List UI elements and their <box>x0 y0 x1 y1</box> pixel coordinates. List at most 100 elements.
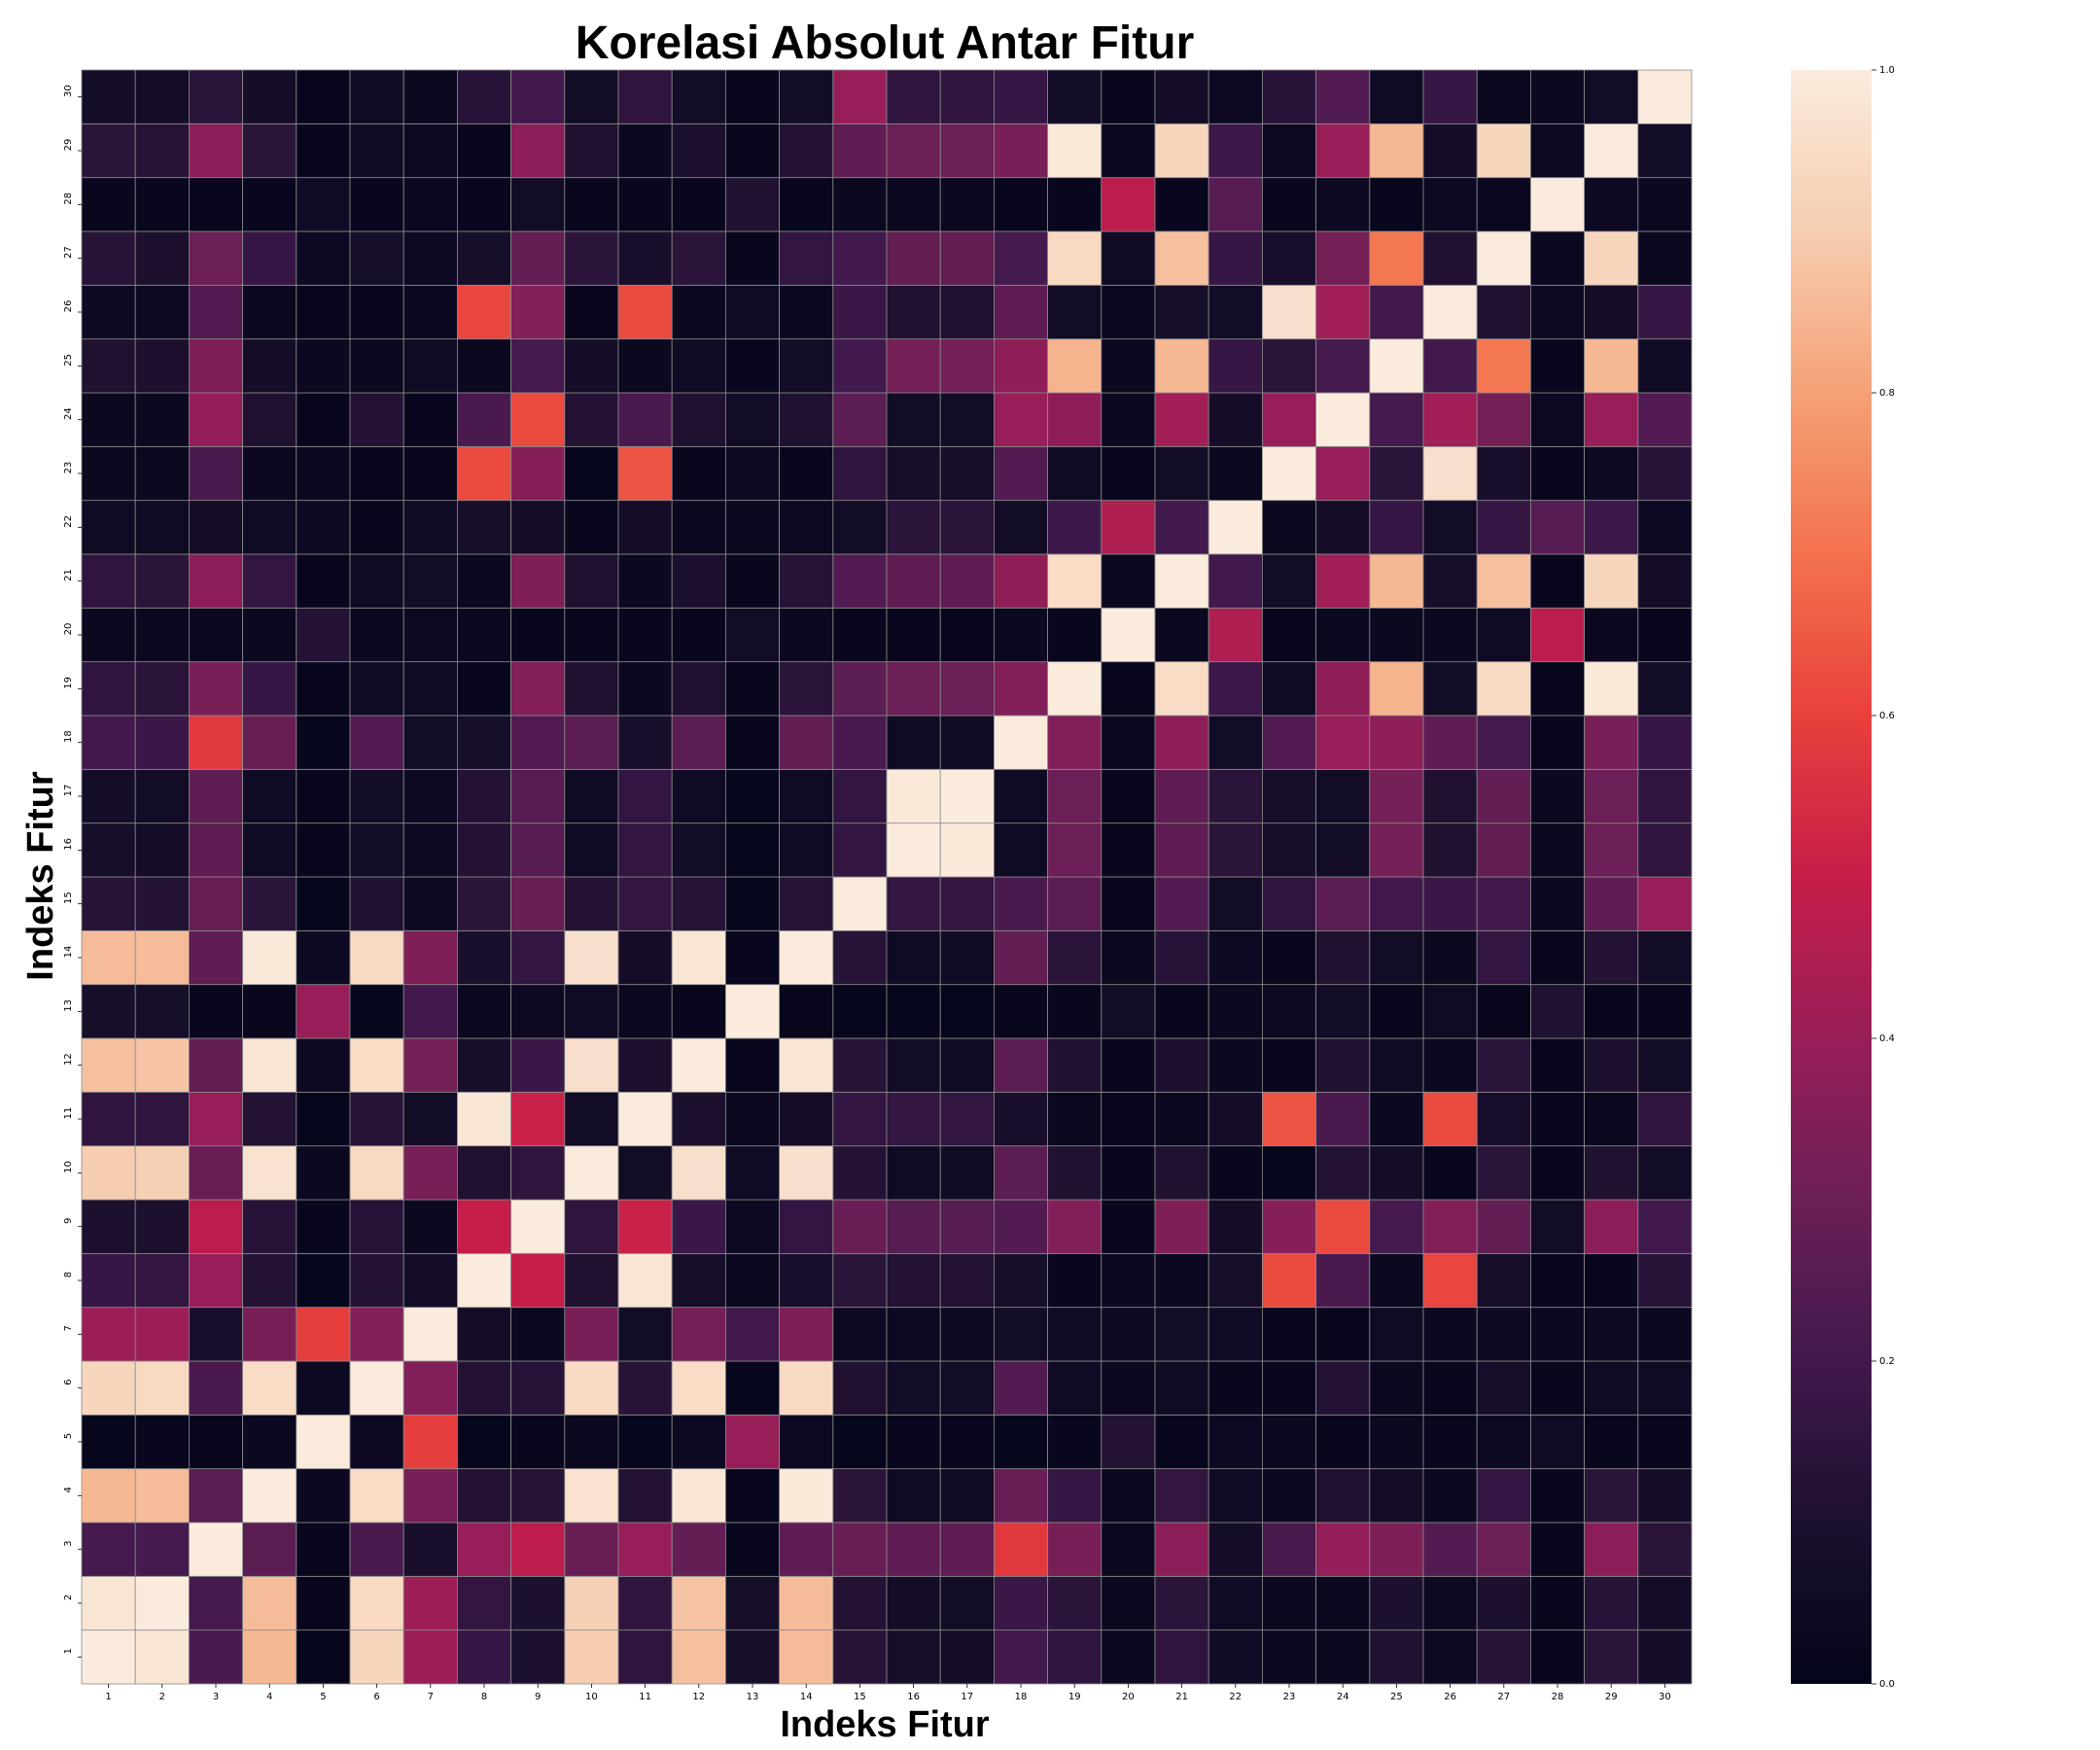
heatmap-cell-19-25 <box>1369 661 1424 717</box>
heatmap-cell-23-2 <box>134 445 190 502</box>
heatmap-cell-6-9 <box>510 1360 566 1416</box>
y-axis-ticks: 1234567891011121314151617181920212223242… <box>63 85 82 1658</box>
heatmap-cell-23-17 <box>939 445 995 502</box>
heatmap-cell-27-11 <box>617 230 673 286</box>
y-tick-label: 13 <box>63 999 74 1012</box>
heatmap-cell-12-8 <box>456 1037 511 1093</box>
heatmap-cell-29-9 <box>510 122 566 179</box>
heatmap-cell-19-17 <box>939 661 995 717</box>
heatmap-cell-21-24 <box>1315 553 1371 609</box>
heatmap-cell-7-23 <box>1262 1307 1317 1362</box>
heatmap-cell-15-25 <box>1369 876 1424 931</box>
heatmap-cell-13-10 <box>564 984 619 1039</box>
heatmap-cell-6-8 <box>456 1360 511 1416</box>
heatmap-cell-12-11 <box>617 1037 673 1093</box>
heatmap-cell-19-18 <box>994 661 1049 717</box>
heatmap-cell-30-15 <box>832 69 888 124</box>
heatmap-cell-15-28 <box>1530 876 1586 931</box>
heatmap-cell-30-6 <box>349 69 404 124</box>
heatmap-cell-3-3 <box>188 1522 243 1577</box>
heatmap-cell-1-4 <box>242 1629 298 1685</box>
y-tick-label: 27 <box>63 246 74 259</box>
heatmap-cell-16-8 <box>456 822 511 878</box>
heatmap-cell-7-28 <box>1530 1307 1586 1362</box>
heatmap-cell-30-29 <box>1584 69 1639 124</box>
heatmap-cell-21-22 <box>1208 553 1263 609</box>
heatmap-cell-19-16 <box>886 661 941 717</box>
heatmap-cell-4-1 <box>81 1468 136 1523</box>
heatmap-cell-17-27 <box>1476 768 1531 824</box>
heatmap-cell-4-15 <box>832 1468 888 1523</box>
heatmap-cell-1-7 <box>402 1629 458 1685</box>
heatmap-cell-18-15 <box>832 715 888 770</box>
x-tick-label: 22 <box>1229 1692 1242 1702</box>
heatmap-cell-7-17 <box>939 1307 995 1362</box>
heatmap-cell-5-29 <box>1584 1414 1639 1470</box>
heatmap-cell-8-3 <box>188 1252 243 1309</box>
heatmap-cell-13-11 <box>617 984 673 1039</box>
heatmap-cell-17-30 <box>1637 768 1693 824</box>
y-tick-label: 4 <box>63 1487 74 1492</box>
heatmap-cell-7-19 <box>1047 1307 1102 1362</box>
heatmap-cell-17-29 <box>1584 768 1639 824</box>
heatmap-cell-25-20 <box>1101 338 1156 394</box>
heatmap-cell-19-20 <box>1101 661 1156 717</box>
heatmap-cell-12-3 <box>188 1037 243 1093</box>
heatmap-cell-10-14 <box>779 1145 834 1201</box>
heatmap-cell-23-12 <box>671 445 726 502</box>
heatmap-cell-4-19 <box>1047 1468 1102 1523</box>
heatmap-cell-22-11 <box>617 500 673 555</box>
heatmap-cell-16-7 <box>402 822 458 878</box>
heatmap-cell-14-28 <box>1530 929 1586 986</box>
heatmap-cell-2-15 <box>832 1575 888 1631</box>
heatmap-cell-2-30 <box>1637 1575 1693 1631</box>
heatmap-cell-14-23 <box>1262 929 1317 986</box>
heatmap-cell-3-15 <box>832 1522 888 1577</box>
heatmap-cell-25-19 <box>1047 338 1102 394</box>
heatmap-cell-7-6 <box>349 1307 404 1362</box>
heatmap-cell-6-30 <box>1637 1360 1693 1416</box>
heatmap-cell-22-24 <box>1315 500 1371 555</box>
heatmap-cell-24-18 <box>994 392 1049 447</box>
heatmap-cell-22-23 <box>1262 500 1317 555</box>
heatmap-cell-9-22 <box>1208 1199 1263 1254</box>
heatmap-cell-2-20 <box>1101 1575 1156 1631</box>
heatmap-cell-28-30 <box>1637 177 1693 232</box>
heatmap-cell-4-6 <box>349 1468 404 1523</box>
colorbar-tick-label: 0.8 <box>1879 388 1895 399</box>
heatmap-cell-16-18 <box>994 822 1049 878</box>
heatmap-cell-25-10 <box>564 338 619 394</box>
heatmap-cell-14-18 <box>994 929 1049 986</box>
colorbar-tick-label: 0.0 <box>1879 1679 1895 1690</box>
heatmap-cell-12-5 <box>296 1037 351 1093</box>
heatmap-cell-14-22 <box>1208 929 1263 986</box>
heatmap-cell-23-8 <box>456 445 511 502</box>
heatmap-cell-30-1 <box>81 69 136 124</box>
x-tick-label: 29 <box>1605 1692 1618 1702</box>
heatmap-cell-9-23 <box>1262 1199 1317 1254</box>
heatmap-cell-2-7 <box>402 1575 458 1631</box>
heatmap-cell-1-12 <box>671 1629 726 1685</box>
heatmap-cell-30-20 <box>1101 69 1156 124</box>
heatmap-cell-14-9 <box>510 929 566 986</box>
heatmap-cell-10-7 <box>402 1145 458 1201</box>
heatmap-cell-12-23 <box>1262 1037 1317 1093</box>
heatmap-cell-19-3 <box>188 661 243 717</box>
heatmap-cell-17-9 <box>510 768 566 824</box>
heatmap-cell-5-8 <box>456 1414 511 1470</box>
heatmap-cell-23-18 <box>994 445 1049 502</box>
heatmap-cell-18-9 <box>510 715 566 770</box>
heatmap-cell-16-12 <box>671 822 726 878</box>
heatmap-cell-23-6 <box>349 445 404 502</box>
heatmap-cell-5-18 <box>994 1414 1049 1470</box>
heatmap-cell-11-8 <box>456 1091 511 1147</box>
y-tick-label: 17 <box>63 785 74 797</box>
heatmap-cell-17-23 <box>1262 768 1317 824</box>
heatmap-cell-3-26 <box>1422 1522 1478 1577</box>
heatmap-cell-23-14 <box>779 445 834 502</box>
heatmap-cell-2-6 <box>349 1575 404 1631</box>
heatmap-cell-6-20 <box>1101 1360 1156 1416</box>
heatmap-cell-21-21 <box>1154 553 1209 609</box>
heatmap-cell-21-9 <box>510 553 566 609</box>
y-axis-label: Indeks Fitur <box>20 771 61 981</box>
